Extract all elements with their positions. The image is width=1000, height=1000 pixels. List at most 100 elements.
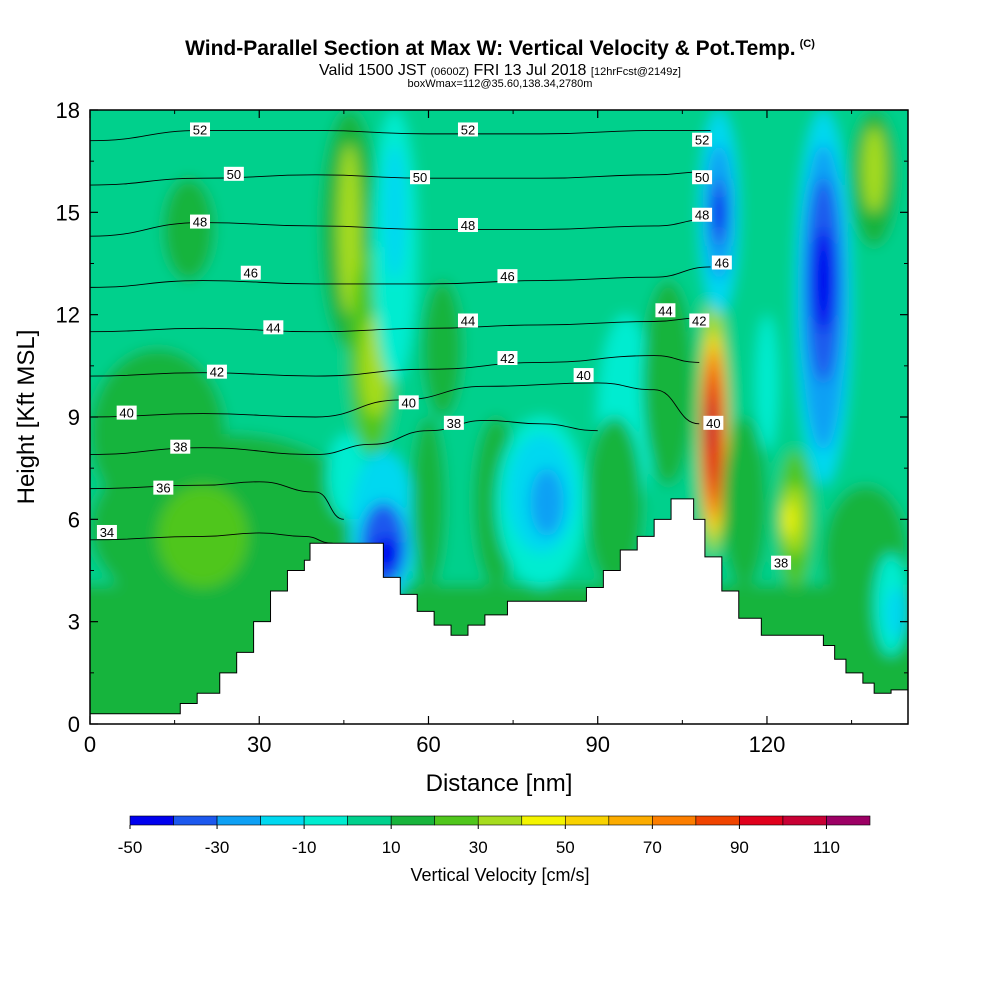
colorbar-swatch [129,815,174,826]
contour-label: 52 [457,122,478,137]
x-tick-label: 60 [416,732,440,757]
velocity-region [812,229,835,332]
colorbar-swatch [521,815,566,826]
contour-label: 38 [170,439,191,455]
colorbar-swatch [739,815,784,826]
contour-label-bg [573,368,594,383]
colorbar-swatch [260,815,305,826]
colorbar-swatch [826,815,871,826]
colorbar-tick-label: -30 [205,838,230,857]
colorbar-swatch [390,815,436,826]
isentrope-38 [90,419,598,455]
colorbar-swatch [303,815,348,826]
contour-label-bg [692,207,713,222]
terrain-mask [90,498,908,724]
isentrope-46 [90,266,711,288]
contour-label-bg [457,122,478,137]
contour-label-text: 46 [715,256,729,271]
plot-area: 52 50 48 46 44 42 40 38 36 34 52 50 48 46 44 42 40 38 40 44… [90,110,908,724]
contour-label-text: 50 [413,170,427,185]
contour-label: 40 [116,405,137,421]
valid-prefix: Valid 1500 JST [319,62,427,79]
x-tick-label: 30 [247,732,271,757]
contour-label-bg [457,313,478,328]
colorbar-tick-label: 30 [469,838,488,857]
y-tick-label: 15 [56,200,80,225]
contour-label-text: 52 [695,133,709,148]
colorbar-tick-label: 50 [556,838,575,857]
contour-label-text: 40 [706,416,720,431]
isentrope-44 [90,317,700,333]
contour-label-text: 42 [692,313,706,328]
contour-label-bg [206,364,227,379]
contour-label-text: 40 [402,395,416,410]
contour-label-text: 34 [100,525,114,540]
contour-label: 42 [497,351,518,366]
contour-label-text: 46 [244,266,258,281]
valid-time: Valid 1500 JST (0600Z) FRI 13 Jul 2018 [… [0,62,1000,80]
contour-label: 48 [692,207,713,223]
colorbar-tick-label: 10 [382,838,401,857]
valid-utc: (0600Z) [430,66,470,78]
velocity-region [721,417,767,588]
colorbar-swatch [434,815,479,826]
velocity-region [642,280,694,486]
contour-label: 42 [689,313,710,328]
contour-label-text: 38 [774,556,788,571]
contour-label-text: 44 [461,313,475,328]
contour-label: 38 [771,555,792,571]
terrain [90,498,908,724]
contour-label: 40 [703,415,724,431]
contour-label: 50 [223,166,244,182]
contour-label: 52 [692,132,713,148]
velocity-region [90,348,226,520]
x-axis-title: Distance [nm] [426,770,573,797]
contour-label-bg [692,170,713,185]
contour-label-text: 40 [119,406,133,421]
contour-label-text: 40 [576,368,590,383]
colorbar-tick-label: 90 [730,838,749,857]
contour-label-text: 44 [266,320,280,335]
contour-label-bg [443,415,464,430]
colorbar-swatch [477,815,523,826]
contour-label-bg [703,415,724,430]
isentrope-36 [90,481,344,520]
colorbar-swatch [216,815,261,826]
velocity-region [530,468,564,537]
colorbar-swatch [347,815,392,826]
colorbar-swatch [173,815,218,826]
contour-label-text: 52 [461,122,475,137]
contour-label: 40 [573,368,594,383]
velocity-region [422,280,463,417]
contour-label-bg [153,480,174,495]
contour-label-text: 50 [227,167,241,182]
y-tick-label: 12 [56,303,80,328]
colorbar-swatch [608,815,653,826]
contour-label: 50 [692,170,713,185]
contour-label-bg [223,166,244,181]
x-tick-label: 0 [84,732,96,757]
contour-label-bg [410,170,431,185]
y-tick-label: 18 [56,98,80,123]
velocity-region [862,127,886,213]
colorbar-tick-label: 70 [643,838,662,857]
contour-label-text: 48 [695,208,709,223]
contour-label-bg [655,303,676,318]
velocity-region [783,502,796,537]
velocity-region [586,417,643,588]
contour-label: 48 [457,217,478,233]
contour-label-bg [116,405,137,420]
contour-labels: 52 50 48 46 44 42 40 38 36 34 52 50 48 46 44 42 40 38 40 44… [96,122,792,571]
contour-label: 46 [497,269,518,284]
contour-label: 48 [190,214,211,230]
velocity-region [885,587,908,639]
colorbar-tick-label: -10 [292,838,317,857]
contour-label-text: 48 [193,215,207,230]
contour-label-bg [711,255,732,270]
contour-label-text: 38 [173,440,187,455]
y-tick-label: 0 [68,712,80,737]
contour-label: 46 [240,265,261,281]
colorbar-title: Vertical Velocity [cm/s] [410,865,589,885]
contour-label-bg [692,132,713,147]
